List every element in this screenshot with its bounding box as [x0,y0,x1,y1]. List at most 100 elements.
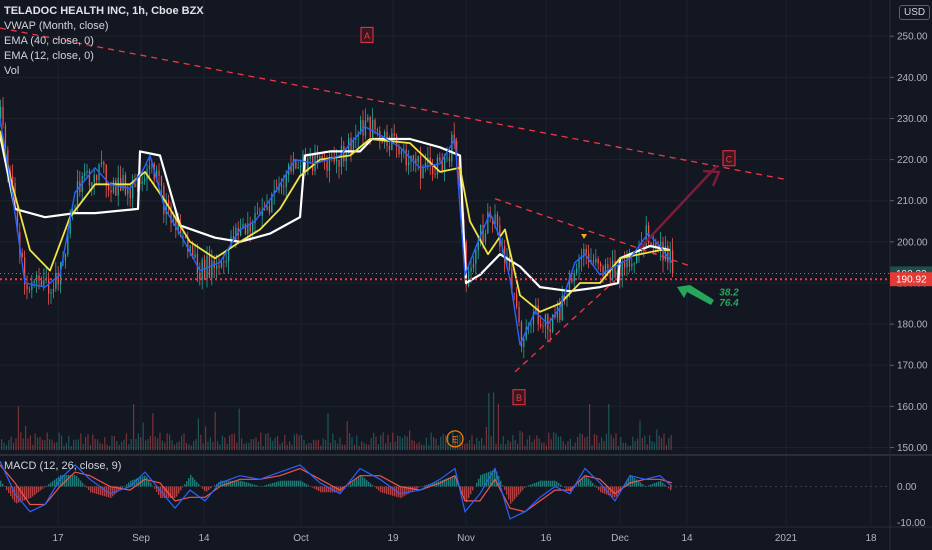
macd-histogram-bar [660,480,662,487]
volume-bar [649,435,651,450]
macd-histogram-bar [528,485,530,487]
candle-body [652,242,655,246]
candle-body [177,223,179,230]
fib-level-38-2: 38.2 [719,288,739,299]
candle-body [544,314,547,327]
macd-histogram-bar [74,475,76,487]
volume-bar [152,413,154,450]
volume-bar [574,442,576,450]
volume-bar [584,437,586,450]
volume-bar [173,444,175,450]
macd-histogram-bar [614,486,616,498]
volume-bar [265,434,267,450]
macd-histogram-bar [78,478,80,487]
volume-bar [34,433,36,450]
candle-body [307,158,309,172]
macd-histogram-bar [80,480,82,487]
candle-body [88,170,91,186]
volume-bar [399,436,401,450]
candle-body [650,243,652,246]
volume-bar [632,436,634,450]
candle-body [388,146,391,150]
macd-histogram-bar [168,486,170,498]
price-tick-label: 160.00 [897,402,928,413]
volume-bar [536,435,538,450]
volume-bar [389,442,391,450]
macd-histogram-bar [56,478,58,487]
currency-button[interactable]: USD [899,5,931,20]
candle-body [55,273,57,289]
macd-histogram-bar [210,486,212,489]
candle-body [122,175,124,191]
candle-body [612,260,614,279]
macd-histogram-bar [164,486,166,498]
time-tick-label: 19 [387,533,399,544]
macd-histogram-bar [450,476,452,487]
volume-bar [190,445,192,450]
label-text: C [726,154,733,164]
volume-bar [70,445,72,450]
macd-histogram-bar [402,486,404,497]
macd-histogram-bar [430,483,432,487]
volume-bar [413,441,415,450]
macd-histogram-bar [380,486,382,493]
macd-histogram-bar [662,482,664,487]
candle-body [633,263,635,265]
macd-histogram-bar [466,486,468,502]
volume-bar [159,432,161,450]
volume-bar [37,437,39,450]
candle-body [156,170,158,180]
candle-body [283,186,285,188]
volume-bar [569,438,571,450]
macd-histogram-bar [336,486,338,493]
volume-bar [87,434,89,450]
volume-bar [423,445,425,450]
fib-arrow [677,285,714,305]
macd-histogram-bar [108,486,110,498]
macd-histogram-bar [392,486,394,496]
candle-body [211,260,213,278]
macd-histogram-bar [440,480,442,487]
macd-histogram-bar [356,478,358,487]
volume-bar [469,440,471,450]
candle-body [64,254,67,261]
volume-bar [281,442,283,450]
volume-bar [5,444,7,450]
macd-histogram-bar [514,486,516,500]
candle-body [31,282,33,290]
macd-histogram-bar [284,480,286,487]
candle-body [609,268,611,279]
macd-histogram-bar [502,485,504,487]
candle-body [451,134,453,162]
volume-bar [104,437,106,450]
volume-bar [646,444,648,450]
volume-bar [20,432,22,450]
candle-body [338,160,340,167]
candle-body [475,250,477,265]
macd-histogram-bar [192,477,194,487]
volume-bar [181,435,183,450]
macd-histogram-bar [204,486,206,492]
macd-histogram-bar [224,480,226,487]
macd-histogram-bar [250,483,252,487]
macd-histogram-bar [122,486,124,488]
macd-histogram-bar [512,486,514,502]
volume-bar [421,444,423,450]
legend-volume: Vol [4,65,20,77]
volume-bar [370,438,372,450]
macd-histogram-bar [84,485,86,487]
volume-bar [529,435,531,450]
macd-histogram-bar [640,482,642,487]
macd-histogram-bar [238,480,240,487]
macd-histogram-bar [6,486,8,490]
volume-bar [82,443,84,450]
macd-histogram-bar [670,486,672,491]
trendline-upper [0,27,786,180]
candle-body [588,253,590,262]
candle-body [554,314,556,318]
candle-body [600,263,602,266]
macd-histogram-bar [236,480,238,487]
volume-bar [356,435,358,450]
candle-body [592,260,595,263]
